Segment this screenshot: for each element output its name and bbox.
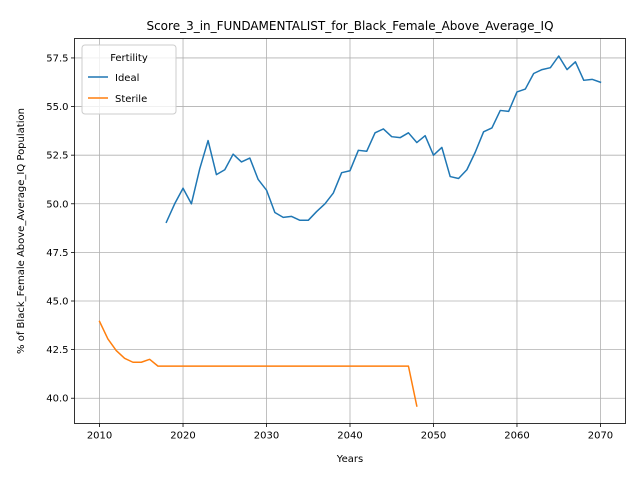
y-tick-label: 52.5 [46, 151, 68, 162]
y-tick-label: 47.5 [46, 248, 68, 259]
axis-ticks: 2010 2020 2030 2040 2050 2060 2070 40.0 42.5 45.0… [46, 53, 613, 441]
y-axis-label: % of Black_Female Above_Average_IQ Popul… [16, 108, 27, 354]
x-axis-label: Years [336, 454, 363, 465]
grid-lines [74, 38, 626, 424]
y-tick-label: 55.0 [46, 102, 68, 113]
y-tick-label: 42.5 [46, 345, 68, 356]
x-tick-label: 2010 [87, 431, 112, 442]
y-tick-label: 40.0 [46, 394, 68, 405]
x-tick-label: 2060 [504, 431, 529, 442]
y-tick-label: 50.0 [46, 199, 68, 210]
series-line-ideal [165, 55, 602, 224]
y-tick-label: 57.5 [46, 53, 68, 64]
x-tick-label: 2070 [588, 431, 613, 442]
legend-title: Fertility [110, 53, 148, 64]
legend-label-sterile: Sterile [115, 94, 147, 105]
legend-box [81, 44, 177, 115]
series-lines [98, 55, 602, 407]
x-tick-label: 2020 [170, 431, 195, 442]
x-tick-label: 2040 [337, 431, 362, 442]
x-tick-label: 2050 [421, 431, 446, 442]
legend: Fertility Ideal Sterile [81, 44, 177, 115]
series-line-sterile [98, 320, 418, 407]
chart-title: Score_3_in_FUNDAMENTALIST_for_Black_Fema… [146, 19, 553, 33]
legend-label-ideal: Ideal [115, 73, 139, 84]
x-tick-label: 2030 [254, 431, 279, 442]
y-tick-label: 45.0 [46, 297, 68, 308]
